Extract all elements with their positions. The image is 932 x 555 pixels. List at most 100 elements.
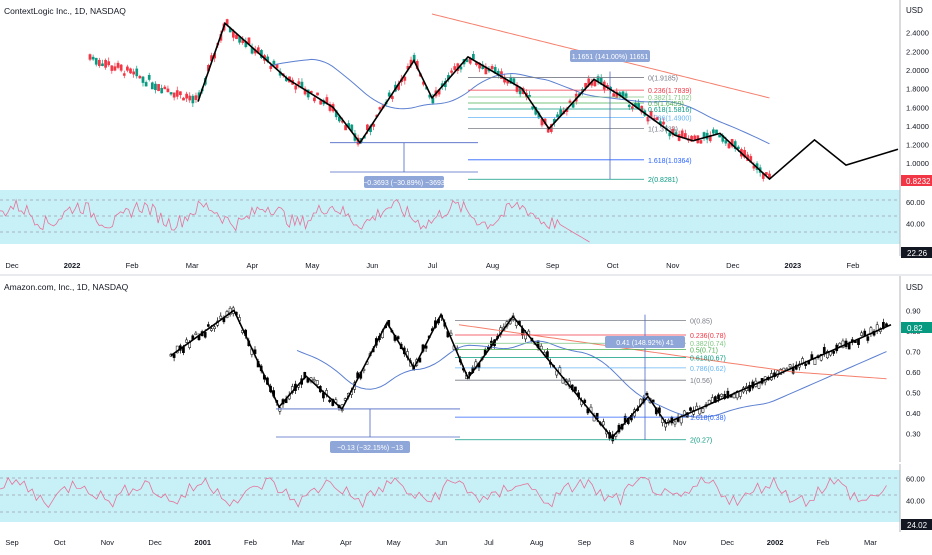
p2-xtick-10: Jul: [484, 538, 494, 547]
p1-ytick-1: 2.2000: [906, 47, 929, 56]
p1-candle-body: [129, 68, 132, 74]
p1-candle-body: [191, 95, 195, 104]
p2-candle-body: [804, 363, 807, 366]
p1-fib-label-1: 0.236(1.7839): [648, 88, 692, 95]
p1-candle-body: [272, 60, 276, 66]
p1-candle-body: [316, 92, 319, 96]
panel-1-currency: USD: [906, 6, 923, 15]
p1-xtick-5: May: [305, 261, 319, 270]
panel-1-fib: 0(1.9185) 0.236(1.7839)0.382(1.7102)0.5(1…: [330, 50, 692, 188]
p1-xtick-4: Apr: [246, 261, 258, 270]
panel-2-title: Amazon.com, Inc., 1D, NASDAQ: [4, 282, 129, 292]
panel-2-zigzag: [170, 309, 892, 439]
p1-candle-body: [724, 140, 728, 144]
p1-fib-label-3: 0.5(1.6459): [648, 101, 684, 108]
p2-ma-slow: [296, 340, 887, 418]
p1-candle-body: [172, 92, 176, 98]
p1-candle-body: [372, 123, 375, 127]
p1-candle-body: [119, 64, 123, 71]
p2-measure-down-text: −0.13 (−32.15%) −13: [337, 445, 403, 452]
p2-candle-body: [312, 379, 316, 382]
p2-xtick-4: 2001: [194, 538, 211, 547]
p1-candle-body: [154, 83, 157, 91]
panel-1-ma: [269, 13, 770, 145]
p1-candle-body: [662, 121, 665, 125]
p1-fib-label-8: 2(0.8281): [648, 177, 678, 184]
p2-measure-down-box: [330, 441, 410, 453]
p2-candle-body: [328, 399, 332, 402]
p1-candle-body: [624, 93, 628, 99]
p2-xtick-18: Mar: [864, 538, 877, 547]
p2-candle-body: [172, 354, 176, 358]
p2-xtick-3: Dec: [148, 538, 162, 547]
p2-measure-up-text: 0.41 (148.92%) 41: [616, 340, 674, 347]
panel-1: 0(1.9185) 0.236(1.7839)0.382(1.7102)0.5(1…: [4, 0, 932, 188]
p1-xtick-10: Oct: [607, 261, 620, 270]
p1-candle-body: [390, 96, 394, 100]
p2-ytick-3: 0.60: [906, 368, 921, 377]
panel-2-candles: [169, 305, 888, 444]
p2-ytick-4: 0.50: [906, 389, 921, 398]
p1-candle-body: [101, 63, 104, 66]
p2-candle-body: [185, 339, 188, 343]
p1-zigzag-line: [197, 21, 899, 181]
p1-fib-label-5: 0.786(1.4900): [648, 116, 692, 123]
p1-candle-body: [668, 132, 672, 137]
p2-candle-body: [748, 384, 751, 392]
p2-candle-body: [689, 407, 692, 411]
p1-measure-up-text: 1.1651 (141.00%) 11651: [572, 54, 649, 61]
p1-candle-body: [693, 135, 697, 140]
p1-fib-label-2: 0.382(1.7102): [648, 95, 692, 102]
p1-candle-body: [294, 85, 298, 90]
p2-candle-body: [822, 347, 826, 354]
panel-1-title: ContextLogic Inc., 1D, NASDAQ: [4, 6, 126, 16]
p1-candle-body: [138, 75, 142, 79]
p1-xtick-11: Nov: [666, 261, 680, 270]
p1-candle-body: [727, 143, 731, 149]
p2-fib-label-6: 1(0.56): [690, 378, 712, 385]
p1-xtick-1: 2022: [64, 261, 81, 270]
p1-xtick-7: Jul: [428, 261, 438, 270]
panel-1-oscillator: 60.00 40.00 22.26: [0, 188, 932, 258]
p1-candle-body: [194, 95, 198, 100]
panel-2-currency: USD: [906, 283, 923, 292]
p1-xtick-12: Dec: [726, 261, 740, 270]
p1-xtick-8: Aug: [486, 261, 499, 270]
p1-candle-body: [319, 100, 323, 105]
p1-xtick-0: Dec: [5, 261, 19, 270]
p2-candle-body: [213, 326, 216, 330]
p1-candle-body: [135, 68, 139, 77]
p2-fib-label-5: 0.786(0.62): [690, 366, 726, 373]
p2-candle-body: [757, 383, 761, 389]
p2-candle-body: [574, 386, 577, 392]
panel-2-rsi-line: [0, 476, 887, 509]
p1-candle-body: [531, 106, 534, 109]
p2-xtick-14: Nov: [673, 538, 687, 547]
p2-xtick-7: Apr: [340, 538, 352, 547]
p2-ytick-2: 0.70: [906, 347, 921, 356]
panel-1-last-price: 0.8232: [906, 177, 931, 186]
p2-ytick-5: 0.40: [906, 409, 921, 418]
p2-fib-label-2: 0.382(0.74): [690, 341, 726, 348]
p1-ytick-6: 1.2000: [906, 141, 929, 150]
p2-fib-label-7: 1.618(0.38): [690, 415, 726, 422]
p1-candle-body: [556, 114, 559, 118]
p2-candle-body: [396, 336, 400, 340]
p1-measure-down-box: [364, 176, 444, 188]
p1-candle-body: [627, 104, 631, 108]
p1-candle-body: [275, 64, 279, 69]
p1-candle-body: [655, 117, 659, 121]
p2-fib-label-3: 0.5(0.71): [690, 347, 718, 354]
p1-fib-label-4: 0.618(1.5816): [648, 107, 692, 114]
p1-candle-body: [110, 65, 114, 71]
p1-osc-tick-0: 60.00: [906, 198, 925, 207]
p2-xtick-2: Nov: [101, 538, 115, 547]
panel-2-osc-axis: 60.00 40.00: [906, 475, 925, 506]
panel-1-rsi-last: 22.26: [907, 249, 928, 258]
p1-candle-body: [150, 82, 154, 90]
p1-candle-body: [646, 116, 650, 122]
p2-candle-body: [863, 330, 867, 336]
p2-candle-body: [720, 393, 723, 397]
p2-ytick-6: 0.30: [906, 430, 921, 439]
p2-candle-body: [278, 407, 282, 412]
